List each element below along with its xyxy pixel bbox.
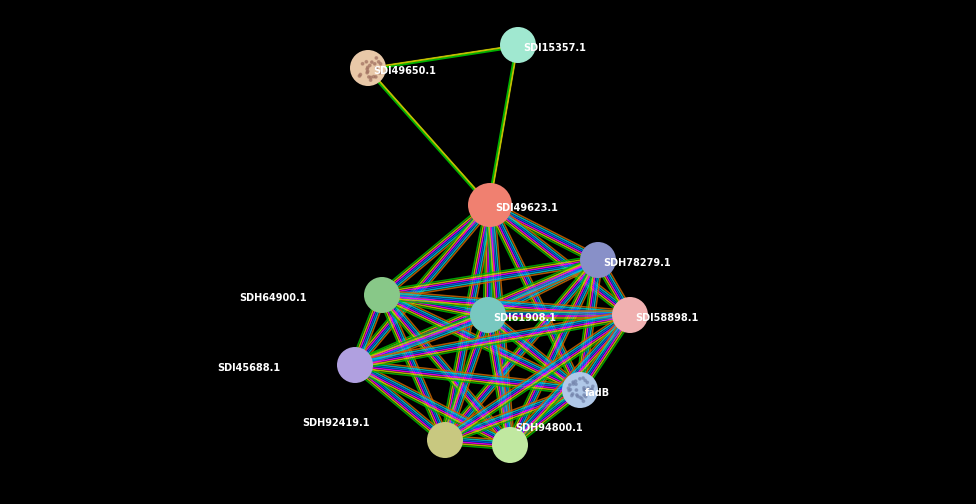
Circle shape [337, 347, 373, 383]
Circle shape [586, 381, 589, 384]
Circle shape [579, 396, 582, 399]
Circle shape [569, 384, 571, 386]
Circle shape [380, 62, 382, 65]
Circle shape [571, 394, 573, 397]
Circle shape [361, 62, 364, 65]
Circle shape [583, 387, 586, 389]
Circle shape [369, 79, 372, 81]
Circle shape [364, 277, 400, 313]
Circle shape [468, 183, 512, 227]
Circle shape [375, 57, 378, 59]
Text: SDH78279.1: SDH78279.1 [603, 258, 671, 268]
Circle shape [369, 64, 371, 67]
Circle shape [375, 76, 377, 78]
Circle shape [572, 381, 574, 384]
Circle shape [576, 394, 578, 396]
Circle shape [378, 60, 380, 63]
Circle shape [567, 387, 570, 390]
Circle shape [583, 389, 586, 391]
Circle shape [379, 72, 381, 74]
Circle shape [581, 397, 583, 400]
Circle shape [568, 389, 570, 392]
Circle shape [583, 394, 586, 396]
Circle shape [574, 380, 577, 383]
Circle shape [373, 76, 375, 78]
Circle shape [590, 391, 592, 393]
Circle shape [575, 389, 578, 391]
Text: fadB: fadB [585, 388, 610, 398]
Circle shape [358, 75, 361, 77]
Text: SDI49650.1: SDI49650.1 [373, 66, 436, 76]
Text: SDH64900.1: SDH64900.1 [239, 293, 307, 303]
Text: SDH94800.1: SDH94800.1 [515, 423, 583, 433]
Circle shape [577, 395, 579, 398]
Text: SDI15357.1: SDI15357.1 [523, 43, 586, 53]
Circle shape [590, 389, 591, 391]
Text: SDI61908.1: SDI61908.1 [493, 313, 556, 323]
Circle shape [366, 68, 368, 70]
Circle shape [591, 385, 594, 388]
Circle shape [562, 372, 598, 408]
Circle shape [470, 297, 506, 333]
Circle shape [584, 379, 587, 382]
Circle shape [569, 389, 572, 391]
Circle shape [374, 62, 376, 65]
Circle shape [612, 297, 648, 333]
Circle shape [368, 76, 370, 78]
Circle shape [365, 60, 368, 63]
Circle shape [584, 389, 587, 392]
Text: SDH92419.1: SDH92419.1 [303, 418, 370, 428]
Circle shape [583, 400, 585, 402]
Text: SDI45688.1: SDI45688.1 [217, 363, 280, 373]
Circle shape [575, 383, 577, 386]
Circle shape [585, 396, 587, 398]
Text: SDI49623.1: SDI49623.1 [495, 203, 558, 213]
Circle shape [492, 427, 528, 463]
Circle shape [571, 393, 574, 395]
Text: SDI58898.1: SDI58898.1 [635, 313, 698, 323]
Circle shape [500, 27, 536, 63]
Circle shape [590, 389, 592, 391]
Circle shape [350, 50, 386, 86]
Circle shape [590, 388, 593, 390]
Circle shape [366, 72, 368, 74]
Circle shape [367, 66, 369, 69]
Circle shape [370, 76, 372, 79]
Circle shape [582, 377, 585, 380]
Circle shape [572, 383, 575, 385]
Circle shape [376, 67, 378, 69]
Circle shape [579, 377, 581, 380]
Circle shape [427, 422, 463, 458]
Circle shape [367, 70, 369, 73]
Circle shape [359, 73, 362, 76]
Circle shape [580, 242, 616, 278]
Circle shape [587, 387, 590, 389]
Circle shape [371, 61, 373, 64]
